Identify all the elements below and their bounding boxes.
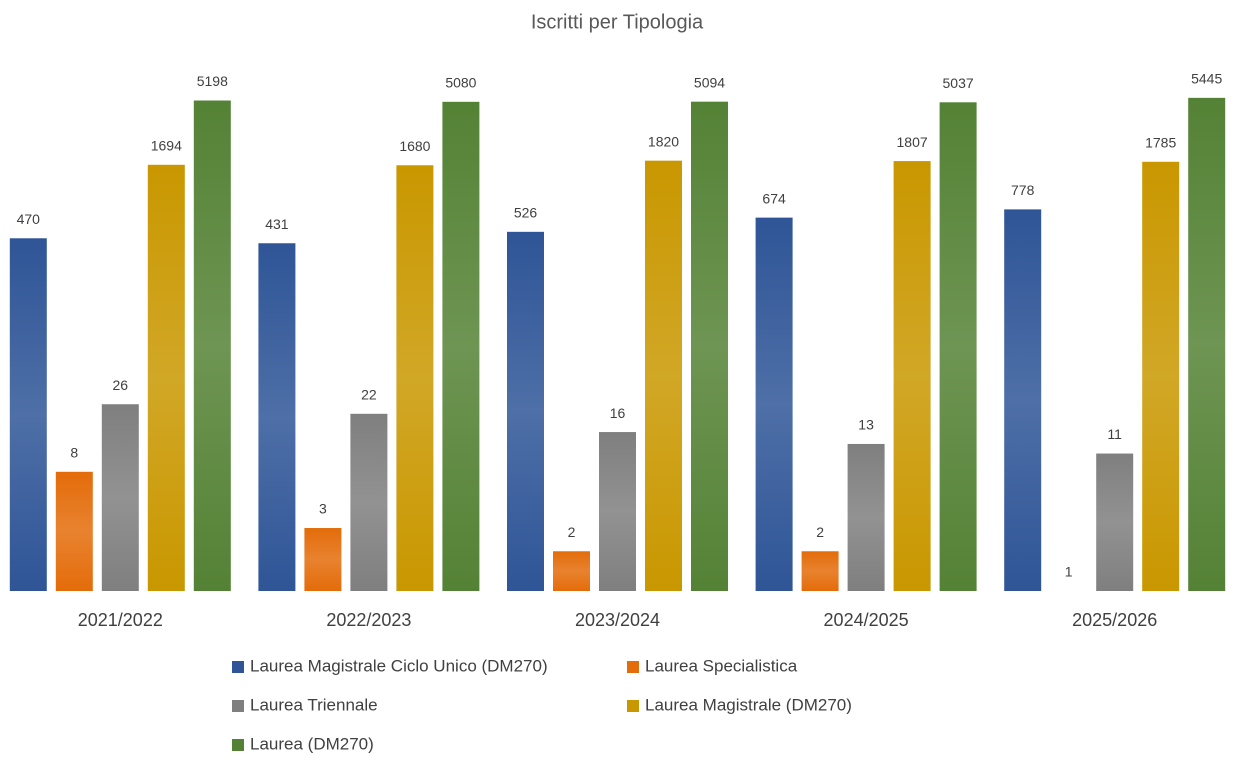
bar — [1004, 209, 1042, 591]
bar — [55, 471, 93, 591]
legend-swatch — [232, 700, 244, 712]
bar — [1188, 97, 1226, 592]
bar — [507, 231, 544, 591]
bar — [442, 101, 480, 591]
legend-label: Laurea Magistrale Ciclo Unico (DM270) — [250, 656, 548, 675]
data-label: 3 — [319, 501, 327, 517]
data-label: 470 — [17, 211, 41, 227]
data-label: 5080 — [445, 75, 476, 91]
data-label: 16 — [610, 405, 626, 421]
data-label: 1680 — [399, 138, 430, 154]
bar — [350, 413, 388, 591]
bar — [193, 100, 231, 591]
legend-swatch — [232, 661, 244, 673]
bar — [258, 243, 296, 591]
chart-title: Iscritti per Tipologia — [531, 11, 704, 33]
data-label: 22 — [361, 387, 377, 403]
data-label: 11 — [1107, 426, 1122, 442]
legend-label: Laurea Specialistica — [645, 656, 798, 675]
legend-label: Laurea (DM270) — [250, 734, 374, 753]
data-label: 5094 — [694, 74, 725, 90]
bar — [396, 165, 434, 592]
bar — [755, 217, 793, 592]
bar — [9, 238, 47, 591]
bar — [1096, 453, 1134, 591]
data-label: 1 — [1065, 564, 1073, 580]
data-label: 1694 — [151, 137, 182, 153]
bar — [1142, 161, 1180, 591]
bar — [147, 164, 185, 591]
bar — [553, 551, 590, 591]
data-label: 1807 — [897, 134, 928, 150]
x-tick-label: 2021/2022 — [78, 610, 163, 630]
bar — [599, 432, 636, 591]
legend-swatch — [232, 739, 244, 751]
data-label: 13 — [858, 417, 874, 433]
x-tick-label: 2024/2025 — [824, 610, 909, 630]
data-label: 2 — [568, 524, 576, 540]
data-label: 5445 — [1191, 71, 1222, 87]
x-tick-label: 2023/2024 — [575, 610, 660, 630]
data-label: 778 — [1011, 182, 1035, 198]
bar — [847, 443, 885, 591]
data-label: 5037 — [943, 75, 974, 91]
legend-label: Laurea Triennale — [250, 695, 378, 714]
data-label: 2 — [816, 524, 824, 540]
data-label: 1820 — [648, 133, 679, 149]
bar — [893, 161, 931, 591]
bar — [304, 528, 342, 591]
x-tick-label: 2022/2023 — [326, 610, 411, 630]
data-label: 526 — [514, 205, 538, 221]
data-label: 5198 — [197, 73, 228, 89]
data-label: 26 — [113, 377, 129, 393]
bar — [691, 101, 728, 592]
bar — [939, 102, 977, 592]
legend-swatch — [627, 700, 639, 712]
bar — [101, 404, 139, 591]
bar — [801, 551, 839, 591]
data-label: 674 — [762, 190, 786, 206]
legend-swatch — [627, 661, 639, 673]
data-label: 431 — [265, 216, 289, 232]
data-label: 1785 — [1145, 134, 1176, 150]
bar — [645, 160, 682, 591]
data-label: 8 — [70, 444, 78, 460]
legend-label: Laurea Magistrale (DM270) — [645, 695, 852, 714]
x-tick-label: 2025/2026 — [1072, 610, 1157, 630]
